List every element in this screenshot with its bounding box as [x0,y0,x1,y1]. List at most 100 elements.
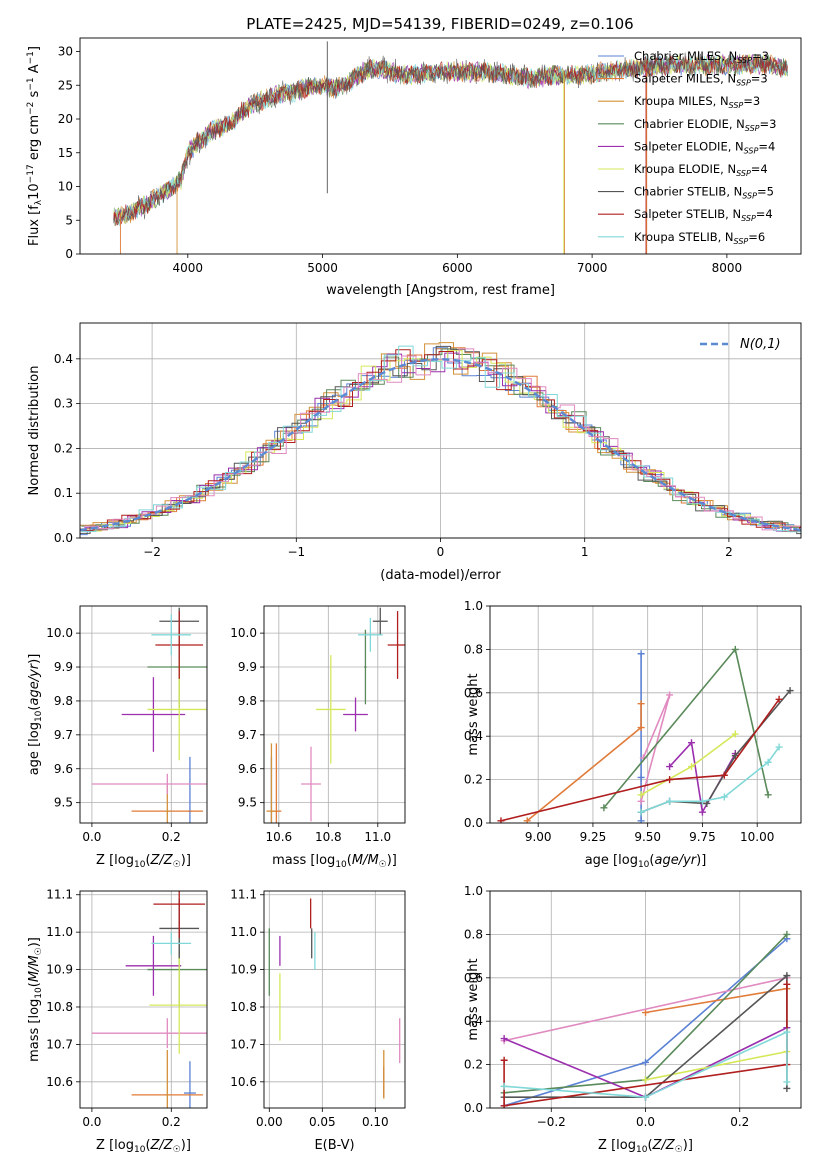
weight-vs-Z-plot-area [500,930,791,1108]
weight-vs-age-x-label: age [log10(age/yr)] [585,853,707,870]
legend-label: Chabrier ELODIE, NSSP=3 [634,117,776,133]
weight-marker [775,743,783,751]
legend-label: Salpeter ELODIE, NSSP=4 [634,139,775,155]
weight-marker [637,791,645,799]
age-vs-Z-x-label: Z [log10(Z/Z☉)] [96,853,191,870]
y-tick-label: 0.4 [464,1014,483,1028]
residuals-plot-area [80,342,801,536]
age-vs-mass-x-label: mass [log10(M/M☉)] [272,853,397,870]
weight-marker [500,1102,508,1108]
weight-marker [783,1078,791,1086]
x-tick-label: 9.00 [525,830,552,844]
legend-label: Salpeter STELIB, NSSP=4 [634,207,773,223]
x-tick-label: 0.10 [362,1115,389,1129]
y-tick-label: 20 [58,112,73,126]
x-tick-label: 1 [581,545,589,559]
y-tick-label: 10.7 [230,1037,257,1051]
weight-marker [687,739,695,747]
x-tick-label: 6000 [442,261,473,275]
y-tick-label: 5 [65,213,73,227]
y-tick-label: 11.0 [46,925,73,939]
weight-marker [500,1082,508,1090]
x-tick-label: 7000 [577,261,608,275]
spectrum-frame [79,37,802,255]
y-tick-label: 0.8 [464,642,483,656]
x-tick-label: 0.05 [309,1115,336,1129]
y-tick-label: 9.8 [54,694,73,708]
x-tick-label: 11.0 [364,830,391,844]
mass-vs-Z-panel: 0.0 0.2 10.6 10.7 10.8 10.9 11.0 11.1 Z [log10(Z… [27,888,208,1155]
x-tick-label: 10.00 [740,830,774,844]
weight-marker [500,1056,508,1064]
weight-marker [775,695,783,703]
x-tick-label: 0.2 [162,1115,181,1129]
x-tick-label: 0.2 [730,1115,749,1129]
x-tick-label: 0 [437,545,445,559]
y-tick-label: 10.6 [230,1075,257,1089]
weight-line [645,987,788,1014]
mass-vs-EBV-panel: 0.00 0.05 0.10 10.6 10.7 10.8 10.9 11.0 11.1 E(B-… [230,888,406,1153]
weight-marker [637,797,645,805]
age-vs-mass-plot-area [266,607,405,823]
x-tick-label: −2 [143,545,161,559]
residuals-frame [79,322,802,539]
weight-marker [720,771,728,779]
age-vs-mass-frame [263,605,406,824]
y-tick-label: 9.8 [238,694,257,708]
weight-marker [764,791,772,799]
mass-vs-EBV-frame [263,890,406,1109]
age-vs-Z-panel: 0.0 0.2 9.5 9.6 9.7 9.8 9.9 10.0 Z [log10(Z/Z☉)]… [27,605,208,870]
x-tick-label: 0.0 [82,1115,101,1129]
x-tick-label: −0.2 [537,1115,566,1129]
y-tick-label: 0.1 [54,486,73,500]
y-tick-label: 0.0 [464,816,483,830]
normal-curve [80,358,801,532]
mass-vs-Z-plot-area [91,891,207,1108]
weight-line [504,1030,788,1099]
y-tick-label: 10.0 [46,626,73,640]
weight-marker [783,972,791,980]
y-tick-label: 0.2 [464,1058,483,1072]
weight-marker [698,797,706,805]
weight-marker [720,793,728,801]
y-tick-label: 11.0 [230,925,257,939]
weight-marker [637,650,645,658]
weight-marker [764,758,772,766]
x-tick-label: 9.25 [580,830,607,844]
y-tick-label: 10.9 [230,963,257,977]
x-tick-label: 9.50 [634,830,661,844]
weight-line [503,977,788,1042]
weight-vs-age-plot-area [497,645,794,823]
weight-marker [637,773,645,781]
spectrum-legend: Chabrier MILES, NSSP=3 Salpeter MILES, NS… [598,49,776,246]
y-tick-label: 0.0 [464,1101,483,1115]
legend-label: Kroupa STELIB, NSSP=6 [634,230,765,246]
weight-marker [642,1058,649,1066]
weight-vs-Z-panel: −0.2 0.0 0.2 0.0 0.2 0.4 0.6 0.8 1.0 Z [log10(Z/Z… [464,884,802,1155]
weight-vs-Z-y-label: mass weight [466,958,481,1040]
mass-vs-EBV-plot-area [268,898,401,1099]
spectrum-line [113,55,788,226]
weight-marker [783,1028,791,1036]
y-tick-label: 0.3 [54,397,73,411]
y-tick-label: 1.0 [464,884,483,898]
age-vs-Z-frame [79,605,208,824]
y-tick-label: 9.5 [238,796,257,810]
residuals-panel: −2 −1 0 1 2 0.0 0.1 0.2 0.3 0.4 N(0,1) (data-model)… [27,322,802,583]
x-tick-label: 2 [725,545,733,559]
y-tick-label: 10 [58,180,73,194]
y-tick-label: 11.1 [46,888,73,902]
weight-marker [731,730,739,738]
legend-label: Salpeter MILES, NSSP=3 [634,72,768,88]
x-tick-label: 0.0 [82,830,101,844]
weight-marker [637,817,645,823]
weight-marker [637,700,645,708]
weight-marker [783,1084,791,1092]
x-tick-label: 0.2 [162,830,181,844]
y-tick-label: 0.8 [464,927,483,941]
mass-vs-EBV-grid [264,891,405,1108]
age-vs-mass-grid [264,606,405,823]
y-tick-label: 10.8 [230,1000,257,1014]
mass-vs-Z-y-label: mass [log10(M/M☉)] [27,937,44,1062]
